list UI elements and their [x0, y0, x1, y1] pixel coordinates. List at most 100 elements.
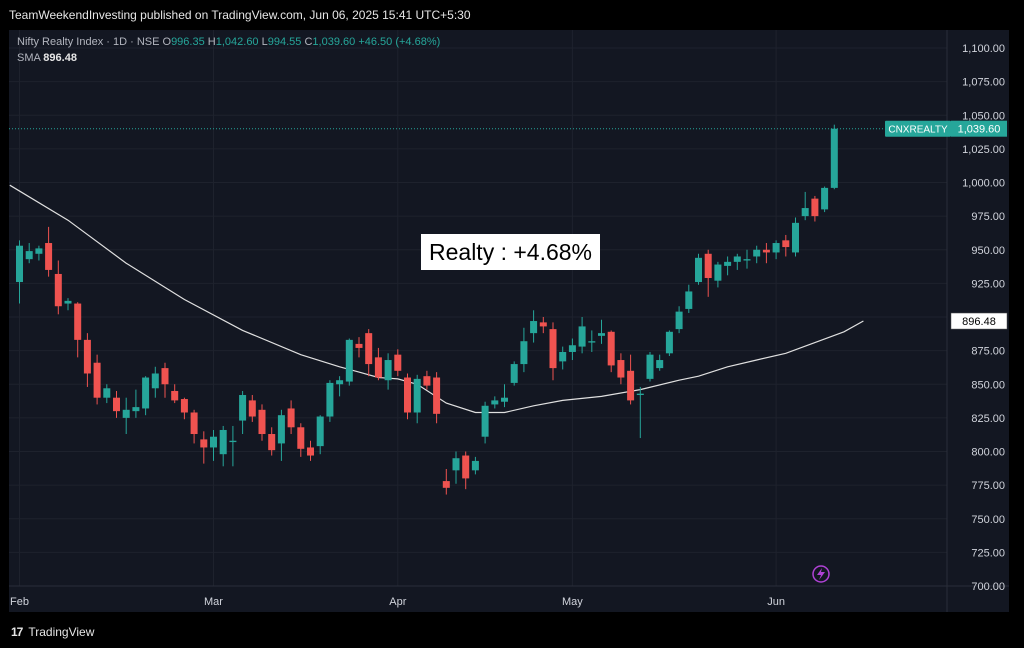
candle-down[interactable]	[200, 439, 208, 448]
candle-down[interactable]	[423, 376, 431, 386]
tradingview-logo[interactable]: 17 TradingView	[11, 625, 94, 639]
candle-up[interactable]	[685, 291, 693, 309]
candle-up[interactable]	[588, 341, 596, 343]
candle-up[interactable]	[16, 245, 23, 283]
chart-canvas[interactable]: 700.00 725.00 750.00 775.00 800.00 825.00 850.…	[9, 30, 1009, 612]
candle-up[interactable]	[801, 208, 809, 217]
candle-up[interactable]	[277, 415, 285, 444]
candle-up[interactable]	[132, 407, 140, 412]
candle-up[interactable]	[326, 382, 334, 417]
candle-down[interactable]	[782, 240, 790, 248]
candle-down[interactable]	[248, 400, 256, 417]
candle-up[interactable]	[103, 388, 111, 398]
candle-down[interactable]	[433, 377, 441, 414]
candle-up[interactable]	[792, 222, 799, 253]
candle-up[interactable]	[316, 416, 324, 447]
candle-down[interactable]	[287, 408, 295, 428]
candle-up[interactable]	[646, 354, 654, 379]
lightning-bolt-icon	[817, 568, 825, 580]
candle-up[interactable]	[35, 248, 43, 254]
candle-up[interactable]	[452, 458, 460, 471]
realty-annotation[interactable]: Realty : +4.68%	[421, 234, 601, 270]
candle-up[interactable]	[471, 460, 479, 471]
candle-up[interactable]	[336, 380, 344, 385]
candle-up[interactable]	[530, 321, 538, 334]
candle-down[interactable]	[45, 243, 53, 270]
candle-down[interactable]	[617, 360, 625, 378]
candle-up[interactable]	[481, 405, 489, 437]
candle-up[interactable]	[219, 429, 227, 455]
candle-down[interactable]	[365, 333, 373, 365]
candle-up[interactable]	[568, 345, 576, 352]
candle-down[interactable]	[549, 329, 557, 369]
candle-up[interactable]	[656, 360, 664, 369]
candle-up[interactable]	[142, 377, 150, 409]
candle-up[interactable]	[830, 128, 838, 188]
candle-down[interactable]	[404, 377, 411, 413]
candle-up[interactable]	[743, 259, 751, 261]
candle-down[interactable]	[539, 322, 547, 327]
candle-down[interactable]	[113, 397, 120, 412]
candle-up[interactable]	[122, 409, 130, 418]
candle-up[interactable]	[345, 339, 353, 382]
candle-down[interactable]	[374, 357, 382, 378]
candle-down[interactable]	[258, 409, 266, 435]
candle-up[interactable]	[772, 243, 780, 253]
candle-up[interactable]	[64, 300, 72, 304]
candle-down[interactable]	[190, 412, 198, 435]
sma-line[interactable]	[9, 184, 864, 414]
candle-down[interactable]	[161, 368, 169, 385]
candle-down[interactable]	[54, 273, 62, 307]
lightning-icon[interactable]	[812, 565, 830, 583]
legend-open-value: 996.35	[171, 36, 205, 48]
sma-price-tag	[950, 312, 1008, 330]
candle-up[interactable]	[25, 251, 33, 260]
candle-down[interactable]	[762, 249, 770, 253]
candle-up[interactable]	[559, 351, 567, 362]
candle-up[interactable]	[695, 257, 702, 283]
ohlc-legend[interactable]: Nifty Realty Index · 1D · NSE O996.35 H1…	[17, 36, 440, 48]
candle-up[interactable]	[598, 333, 605, 336]
candle-down[interactable]	[607, 331, 615, 366]
candle-up[interactable]	[210, 436, 217, 448]
candle-down[interactable]	[180, 399, 188, 413]
candle-up[interactable]	[413, 378, 421, 413]
candle-down[interactable]	[93, 362, 101, 398]
candle-up[interactable]	[636, 393, 644, 396]
candle-up[interactable]	[491, 400, 499, 405]
chart-frame[interactable]: 700.00 725.00 750.00 775.00 800.00 825.00 850.…	[9, 30, 1009, 612]
candle-up[interactable]	[578, 326, 586, 347]
candle-down[interactable]	[704, 253, 712, 278]
candle-up[interactable]	[724, 261, 732, 266]
candle-up[interactable]	[501, 397, 508, 402]
candle-down[interactable]	[627, 370, 635, 401]
candle-down[interactable]	[462, 455, 470, 479]
candle-up[interactable]	[733, 256, 741, 262]
y-tick-label: 1,000.00	[962, 178, 1005, 190]
legend-symbol[interactable]: Nifty Realty Index · 1D · NSE	[17, 36, 160, 48]
candle-down[interactable]	[171, 390, 179, 401]
candle-up[interactable]	[675, 311, 683, 330]
candle-up[interactable]	[239, 395, 247, 421]
candle-up[interactable]	[151, 373, 159, 389]
candle-down[interactable]	[811, 198, 819, 217]
sma-legend[interactable]: SMA 896.48	[17, 52, 77, 64]
candle-up[interactable]	[714, 264, 722, 281]
candle-down[interactable]	[297, 427, 305, 449]
candle-down[interactable]	[394, 354, 402, 371]
candle-down[interactable]	[268, 434, 276, 451]
candle-up[interactable]	[510, 364, 518, 383]
candle-down[interactable]	[74, 303, 82, 340]
candle-down[interactable]	[307, 447, 314, 456]
x-tick-label: May	[562, 596, 583, 608]
candle-up[interactable]	[665, 331, 673, 354]
candle-up[interactable]	[753, 249, 761, 257]
candle-down[interactable]	[442, 481, 450, 488]
candle-up[interactable]	[384, 360, 392, 381]
candle-up[interactable]	[229, 440, 237, 443]
candle-down[interactable]	[83, 339, 91, 374]
candle-up[interactable]	[520, 341, 528, 365]
candle-down[interactable]	[355, 343, 363, 348]
candle-up[interactable]	[821, 187, 829, 210]
legend-high-value: 1,042.60	[215, 36, 259, 48]
